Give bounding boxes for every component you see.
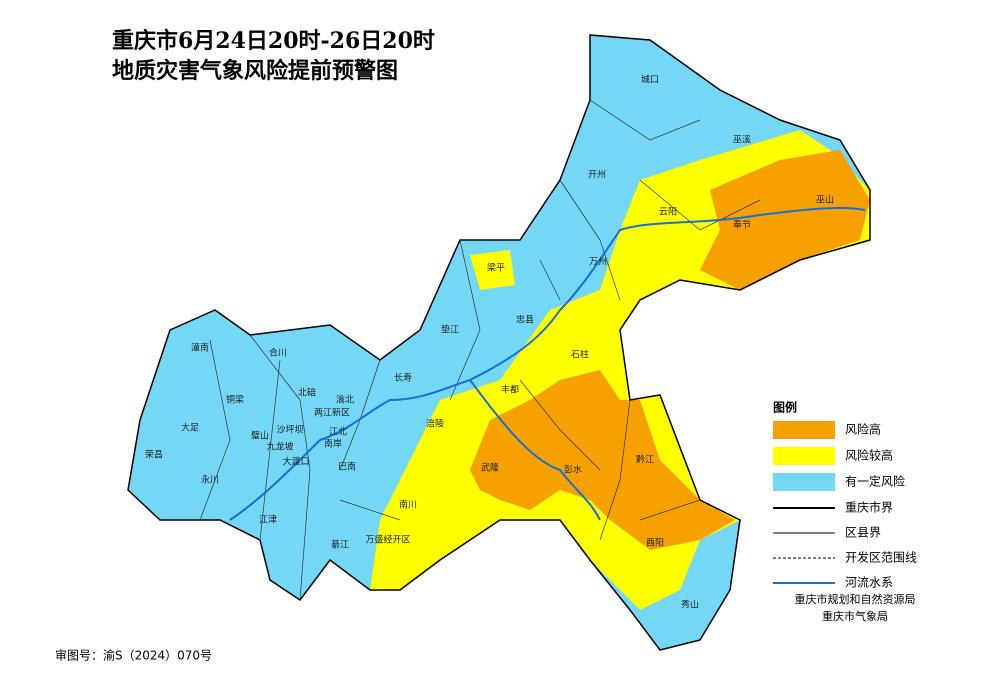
risk-area xyxy=(128,35,870,650)
district-label: 城口 xyxy=(641,75,659,86)
district-label: 渝北 xyxy=(336,394,354,406)
district-label: 潼南 xyxy=(191,342,209,354)
district-label: 武隆 xyxy=(481,462,499,474)
legend-label: 有一定风险 xyxy=(845,474,905,489)
district-label: 江津 xyxy=(259,515,277,526)
district-label: 开州 xyxy=(588,170,606,181)
district-label: 巫山 xyxy=(816,195,834,206)
district-label: 大足 xyxy=(181,422,199,434)
legend-label: 风险较高 xyxy=(845,448,893,463)
district-label: 大渡口 xyxy=(282,456,309,468)
credit: 重庆市规划和自然资源局 xyxy=(795,592,916,606)
legend-swatch xyxy=(773,421,835,439)
map-regions xyxy=(127,34,871,651)
district-label: 垫江 xyxy=(441,324,459,336)
review-number: 审图号：渝S（2024）070号 xyxy=(55,648,212,663)
district-label: 石柱 xyxy=(571,349,589,361)
district-label: 万盛经开区 xyxy=(365,534,410,546)
legend-label: 风险高 xyxy=(845,422,881,437)
district-label: 北碚 xyxy=(298,387,316,399)
district-label: 涪陵 xyxy=(426,418,444,430)
legend-label: 河流水系 xyxy=(845,576,893,590)
legend-label: 开发区范围线 xyxy=(845,550,917,565)
district-label: 巫溪 xyxy=(733,134,751,146)
credit: 重庆市气象局 xyxy=(822,609,888,623)
district-label: 秀山 xyxy=(681,599,699,611)
district-label: 永川 xyxy=(201,474,219,486)
district-label: 沙坪坝 xyxy=(276,425,303,436)
district-label: 江北 xyxy=(329,427,347,438)
district-label: 梁平 xyxy=(487,262,505,274)
district-label: 丰都 xyxy=(501,384,519,396)
district-label: 巴南 xyxy=(338,461,356,473)
district-label: 九龙坡 xyxy=(266,441,293,453)
district-label: 南川 xyxy=(399,499,417,511)
district-label: 荣昌 xyxy=(145,449,163,461)
district-label: 忠县 xyxy=(516,315,534,326)
map-lines xyxy=(199,99,866,601)
district-label: 酉阳 xyxy=(646,538,664,549)
legend-title: 图例 xyxy=(773,400,797,415)
district-label: 万州 xyxy=(589,257,607,268)
title-line: 重庆市6月24日20时-26日20时 xyxy=(112,28,435,54)
legend-label: 区县界 xyxy=(845,526,881,540)
district-label: 两江新区 xyxy=(314,407,350,419)
district-label: 奉节 xyxy=(733,219,751,231)
legend-swatch xyxy=(773,447,835,465)
river xyxy=(229,206,866,521)
district-label: 彭水 xyxy=(564,464,582,476)
legend-label: 重庆市界 xyxy=(845,500,893,515)
title-line: 地质灾害气象风险提前预警图 xyxy=(112,58,398,84)
risk-area xyxy=(700,150,870,290)
city-boundary xyxy=(127,34,871,651)
risk-area xyxy=(470,250,515,290)
district-label: 云阳 xyxy=(659,207,677,218)
district-label: 綦江 xyxy=(331,539,349,551)
district-label: 璧山 xyxy=(251,430,269,442)
legend-swatch xyxy=(773,473,835,491)
risk-area xyxy=(470,370,735,550)
district-label: 合川 xyxy=(269,347,287,359)
district-label: 南岸 xyxy=(324,438,342,450)
district-label: 铜梁 xyxy=(226,394,244,406)
district-label: 黔江 xyxy=(636,454,654,466)
district-label: 长寿 xyxy=(394,372,412,384)
